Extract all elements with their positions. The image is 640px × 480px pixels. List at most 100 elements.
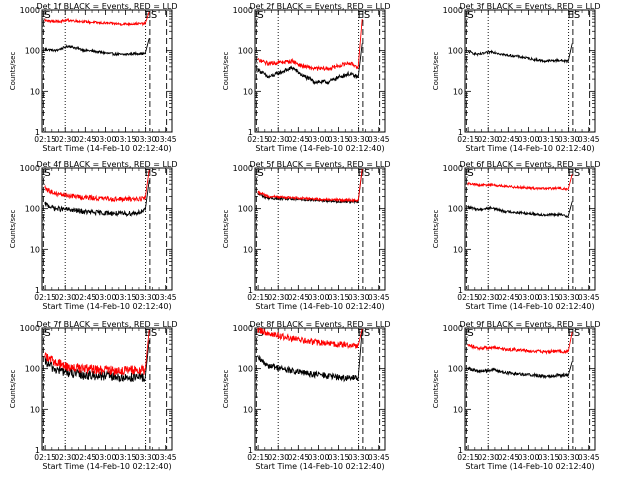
x-tick-label: 02:45 bbox=[75, 293, 97, 302]
y-tick-label: 1000 bbox=[443, 6, 463, 15]
y-axis-label: Counts/sec bbox=[222, 370, 230, 409]
end-marker-label: ES bbox=[568, 328, 581, 339]
x-tick-label: 03:00 bbox=[518, 135, 540, 144]
y-tick-label: 10 bbox=[30, 405, 40, 414]
y-tick-label: 10 bbox=[453, 405, 463, 414]
x-axis-label: Start Time (14-Feb-10 02:12:40) bbox=[42, 462, 171, 471]
x-axis-label: Start Time (14-Feb-10 02:12:40) bbox=[465, 302, 594, 311]
x-tick-label: 03:45 bbox=[578, 453, 600, 462]
y-tick-label: 1 bbox=[35, 128, 40, 137]
y-tick-label: 1 bbox=[35, 446, 40, 455]
chart-panel-6: Det 6f BLACK = Events, RED = LLD 1 10 100 10… bbox=[432, 160, 601, 311]
chart-title: Det 2f BLACK = Events, RED = LLD bbox=[249, 2, 390, 11]
x-tick-label: 03:30 bbox=[348, 135, 370, 144]
x-axis-label: Start Time (14-Feb-10 02:12:40) bbox=[255, 462, 384, 471]
x-tick-label: 02:45 bbox=[75, 453, 97, 462]
lld-series-line bbox=[467, 174, 573, 192]
start-marker-label: S bbox=[44, 10, 50, 21]
plot-frame bbox=[464, 9, 596, 133]
y-tick-label: 1000 bbox=[233, 6, 253, 15]
x-axis-label: Start Time (14-Feb-10 02:12:40) bbox=[42, 302, 171, 311]
x-tick-label: 03:45 bbox=[155, 135, 177, 144]
x-tick-label: 03:00 bbox=[308, 135, 330, 144]
x-tick-label: 03:15 bbox=[538, 453, 560, 462]
start-marker-label: S bbox=[467, 10, 473, 21]
plot-frame bbox=[464, 327, 596, 451]
y-tick-label: 1000 bbox=[20, 6, 40, 15]
x-tick-label: 03:45 bbox=[368, 453, 390, 462]
x-tick-label: 03:15 bbox=[115, 135, 137, 144]
x-tick-label: 02:30 bbox=[267, 453, 289, 462]
y-tick-label: 1 bbox=[35, 286, 40, 295]
y-tick-label: 100 bbox=[25, 365, 40, 374]
x-tick-label: 03:45 bbox=[368, 135, 390, 144]
y-tick-label: 1000 bbox=[233, 164, 253, 173]
x-axis-label: Start Time (14-Feb-10 02:12:40) bbox=[255, 144, 384, 153]
x-tick-label: 02:15 bbox=[457, 453, 479, 462]
y-tick-label: 10 bbox=[453, 245, 463, 254]
x-tick-label: 03:00 bbox=[95, 293, 117, 302]
x-tick-label: 03:00 bbox=[308, 453, 330, 462]
x-tick-label: 02:45 bbox=[498, 453, 520, 462]
start-marker-label: S bbox=[257, 168, 263, 179]
plot-frame bbox=[41, 167, 173, 291]
y-tick-label: 100 bbox=[238, 365, 253, 374]
chart-panel-4: Det 4f BLACK = Events, RED = LLD 1 10 100 10… bbox=[9, 160, 178, 311]
end-marker-label: ES bbox=[145, 328, 158, 339]
y-tick-label: 100 bbox=[25, 47, 40, 56]
events-series-line bbox=[467, 43, 573, 64]
x-tick-label: 03:15 bbox=[328, 453, 350, 462]
x-tick-label: 02:30 bbox=[267, 293, 289, 302]
x-tick-label: 02:15 bbox=[34, 135, 56, 144]
y-tick-label: 10 bbox=[243, 87, 253, 96]
x-tick-label: 02:30 bbox=[477, 453, 499, 462]
x-tick-label: 03:30 bbox=[558, 453, 580, 462]
x-tick-label: 03:30 bbox=[135, 135, 157, 144]
y-tick-label: 1000 bbox=[233, 324, 253, 333]
x-tick-label: 03:00 bbox=[95, 453, 117, 462]
x-tick-label: 02:15 bbox=[247, 453, 269, 462]
chart-panel-3: Det 3f BLACK = Events, RED = LLD 1 10 100 10… bbox=[432, 2, 601, 153]
y-tick-label: 1 bbox=[458, 446, 463, 455]
plot-frame bbox=[41, 327, 173, 451]
end-marker-label: ES bbox=[145, 168, 158, 179]
chart-panel-2: Det 2f BLACK = Events, RED = LLD 1 10 100 10… bbox=[222, 2, 391, 153]
x-tick-label: 02:45 bbox=[75, 135, 97, 144]
x-tick-label: 03:30 bbox=[558, 293, 580, 302]
x-tick-label: 03:15 bbox=[538, 135, 560, 144]
lld-series-line bbox=[257, 18, 363, 72]
y-tick-label: 1 bbox=[248, 446, 253, 455]
chart-panel-5: Det 5f BLACK = Events, RED = LLD 1 10 100 10… bbox=[222, 160, 391, 311]
x-tick-label: 03:30 bbox=[348, 453, 370, 462]
plot-frame bbox=[254, 167, 386, 291]
x-tick-label: 03:45 bbox=[155, 293, 177, 302]
chart-title: Det 5f BLACK = Events, RED = LLD bbox=[249, 160, 390, 169]
lld-series-line bbox=[44, 329, 150, 376]
y-tick-label: 10 bbox=[30, 245, 40, 254]
x-tick-label: 02:30 bbox=[54, 293, 76, 302]
x-tick-label: 03:00 bbox=[518, 453, 540, 462]
x-tick-label: 03:30 bbox=[135, 293, 157, 302]
x-tick-label: 02:45 bbox=[288, 293, 310, 302]
y-axis-label: Counts/sec bbox=[432, 52, 440, 91]
x-tick-label: 02:30 bbox=[54, 453, 76, 462]
events-series-line bbox=[44, 180, 150, 218]
end-marker-label: ES bbox=[568, 10, 581, 21]
y-tick-label: 1000 bbox=[443, 324, 463, 333]
chart-title: Det 7f BLACK = Events, RED = LLD bbox=[36, 320, 177, 329]
y-tick-label: 10 bbox=[453, 87, 463, 96]
x-tick-label: 02:45 bbox=[288, 453, 310, 462]
chart-panel-7: Det 7f BLACK = Events, RED = LLD 1 10 100 10… bbox=[9, 320, 178, 471]
y-axis-label: Counts/sec bbox=[222, 52, 230, 91]
x-tick-label: 03:00 bbox=[518, 293, 540, 302]
lld-series-line bbox=[44, 169, 150, 203]
x-tick-label: 02:15 bbox=[34, 293, 56, 302]
chart-title: Det 8f BLACK = Events, RED = LLD bbox=[249, 320, 390, 329]
x-axis-label: Start Time (14-Feb-10 02:12:40) bbox=[465, 462, 594, 471]
end-marker-label: ES bbox=[358, 10, 371, 21]
start-marker-label: S bbox=[257, 10, 263, 21]
x-tick-label: 03:00 bbox=[95, 135, 117, 144]
x-tick-label: 02:45 bbox=[288, 135, 310, 144]
plot-frame bbox=[254, 327, 386, 451]
